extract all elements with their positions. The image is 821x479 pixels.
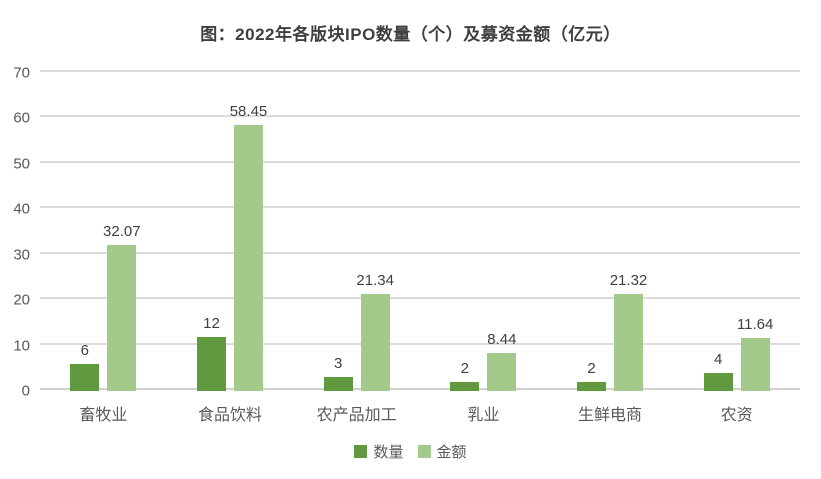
data-label: 21.34 xyxy=(356,272,394,290)
data-label: 2 xyxy=(587,359,596,377)
gridline xyxy=(40,206,800,209)
legend-swatch-icon xyxy=(354,445,368,458)
y-axis-tick-label: 50 xyxy=(13,155,30,173)
data-label: 6 xyxy=(80,341,89,359)
x-axis-category-label: 食品饮料 xyxy=(197,407,262,424)
y-axis-tick-label: 0 xyxy=(21,382,30,400)
bar-amount xyxy=(360,294,390,391)
bar-quantity xyxy=(323,377,353,391)
gridline xyxy=(40,70,800,72)
category-group: 6 32.07 畜牧业 xyxy=(40,73,167,424)
data-label: 58.45 xyxy=(229,103,268,121)
category-group: 4 11.64 农资 xyxy=(673,73,800,424)
legend: 数量 金额 xyxy=(0,441,821,462)
category-group: 2 8.44 乳业 xyxy=(420,73,547,424)
bar-quantity xyxy=(450,381,480,391)
legend-label: 金额 xyxy=(436,444,467,461)
x-axis-line xyxy=(40,388,800,390)
y-axis-tick-label: 20 xyxy=(13,291,30,309)
bar-quantity xyxy=(576,381,606,391)
data-label: 3 xyxy=(333,355,343,373)
bar-quantity xyxy=(703,372,733,391)
gridline xyxy=(40,342,800,345)
bar-amount xyxy=(487,352,517,391)
bar-amount xyxy=(740,338,770,391)
bar-amount xyxy=(613,294,643,391)
y-axis-tick-label: 30 xyxy=(13,246,30,264)
data-label: 21.32 xyxy=(609,272,648,290)
data-label: 11.64 xyxy=(736,316,774,334)
x-axis-category-label: 农资 xyxy=(720,407,753,424)
category-group: 2 21.32 生鲜电商 xyxy=(547,73,674,424)
y-axis-tick-label: 70 xyxy=(13,64,30,82)
y-axis-tick-label: 10 xyxy=(13,337,30,355)
x-axis-category-label: 乳业 xyxy=(467,407,500,424)
data-label: 8.44 xyxy=(487,330,517,348)
bar-quantity xyxy=(196,336,226,391)
bar-amount xyxy=(107,245,137,391)
legend-item: 数量 xyxy=(354,441,404,462)
data-label: 32.07 xyxy=(103,223,141,241)
bar-quantity xyxy=(70,363,100,391)
data-label: 4 xyxy=(713,350,723,368)
data-label: 12 xyxy=(203,314,220,332)
plot-area: 0 10 20 30 40 50 60 70 6 32.07 畜牧业 12 58.45 食品饮料 3 21.… xyxy=(13,65,800,424)
x-axis-category-label: 生鲜电商 xyxy=(577,407,642,424)
data-label: 2 xyxy=(460,359,469,377)
category-group: 3 21.34 农产品加工 xyxy=(293,73,420,424)
x-axis-category-label: 农产品加工 xyxy=(316,407,397,424)
y-axis-tick-label: 60 xyxy=(13,109,30,127)
gridline xyxy=(40,251,800,254)
gridline xyxy=(40,160,800,163)
category-group: 12 58.45 食品饮料 xyxy=(167,73,294,424)
y-axis-tick-label: 40 xyxy=(13,200,30,218)
legend-item: 金额 xyxy=(417,441,467,462)
bar-amount xyxy=(233,125,263,391)
chart-title: 图：2022年各版块IPO数量（个）及募资金额（亿元） xyxy=(200,25,621,44)
bar-groups: 6 32.07 畜牧业 12 58.45 食品饮料 3 21.34 农产品加工 2 8.44 乳业 2 2… xyxy=(40,73,800,424)
gridline xyxy=(40,297,800,300)
legend-label: 数量 xyxy=(373,444,404,461)
legend-swatch-icon xyxy=(417,445,431,458)
x-axis-category-label: 畜牧业 xyxy=(79,407,128,424)
gridline xyxy=(40,115,800,118)
